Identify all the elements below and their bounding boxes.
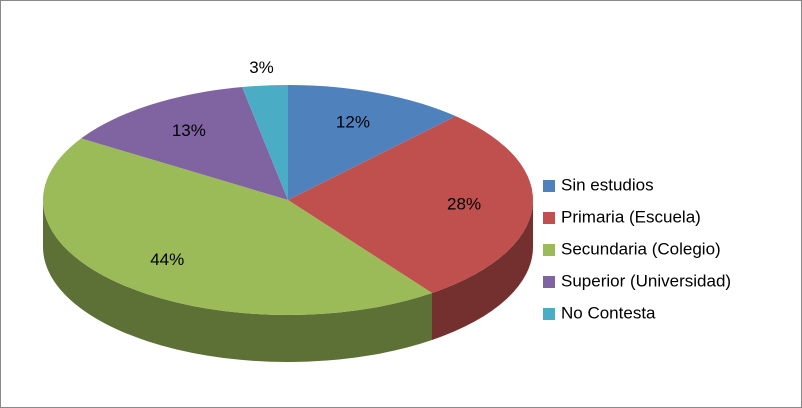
- legend-label: Sin estudios: [561, 175, 654, 194]
- legend-swatch: [543, 308, 555, 320]
- data-label: 13%: [172, 121, 206, 140]
- legend-label: Secundaria (Colegio): [561, 239, 721, 258]
- data-label: 28%: [447, 195, 481, 214]
- slice: [288, 116, 533, 294]
- legend-swatch: [543, 244, 555, 256]
- slice-side: [432, 200, 533, 341]
- legend-label: Superior (Universidad): [561, 271, 731, 290]
- slice: [242, 85, 288, 200]
- legend-swatch: [543, 276, 555, 288]
- data-label: 44%: [150, 250, 184, 269]
- legend-label: Primaria (Escuela): [561, 207, 701, 226]
- slice: [42, 138, 433, 315]
- data-label: 3%: [249, 58, 274, 77]
- slice: [288, 85, 456, 200]
- legend-swatch: [543, 180, 555, 192]
- legend-label: No Contesta: [561, 303, 656, 322]
- slice-side: [43, 200, 433, 362]
- slice: [81, 87, 289, 200]
- legend-swatch: [543, 212, 555, 224]
- data-label: 12%: [336, 112, 370, 131]
